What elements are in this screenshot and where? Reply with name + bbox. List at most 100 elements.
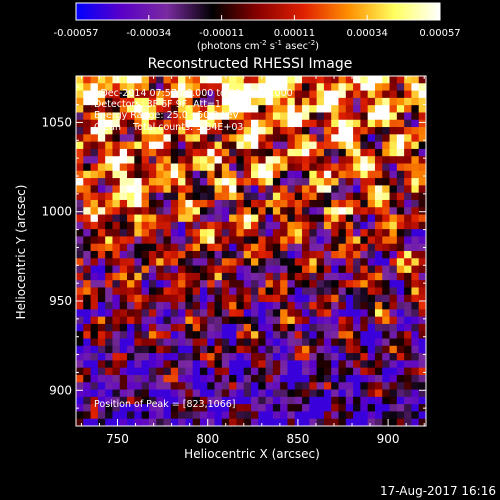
heatmap-cell (221, 199, 230, 208)
heatmap-cell (90, 309, 99, 318)
heatmap-cell (192, 353, 201, 361)
heatmap-cell (367, 214, 376, 223)
heatmap-cell (178, 221, 186, 230)
heatmap-cell (316, 316, 325, 325)
heatmap-cell (214, 243, 223, 252)
heatmap-cell (374, 192, 383, 201)
heatmap-cell (141, 389, 150, 398)
heatmap-cell (360, 156, 369, 164)
heatmap-cell (185, 360, 194, 369)
heatmap-cell (163, 236, 172, 245)
heatmap-cell (221, 367, 230, 376)
heatmap-cell (316, 141, 325, 150)
heatmap-cell (199, 265, 208, 274)
heatmap-cell (141, 229, 150, 237)
heatmap-cell (323, 389, 332, 398)
heatmap-cell (97, 287, 106, 296)
heatmap-cell (243, 170, 252, 179)
heatmap-cell (251, 207, 259, 215)
heatmap-cell (287, 141, 296, 150)
heatmap-cell (170, 323, 179, 332)
heatmap-cell (76, 163, 84, 172)
heatmap-cell (97, 127, 106, 135)
heatmap-cell (331, 323, 339, 332)
heatmap-cell (105, 148, 113, 157)
heatmap-cell (294, 367, 303, 376)
heatmap-cell (265, 302, 274, 310)
heatmap-cell (323, 185, 332, 194)
heatmap-cell (229, 389, 237, 398)
heatmap-cell (338, 243, 347, 252)
heatmap-cell (316, 90, 325, 99)
heatmap-cell (374, 316, 383, 325)
heatmap-cell (316, 389, 325, 398)
heatmap-cell (236, 207, 245, 215)
heatmap-cell (374, 214, 383, 223)
heatmap-cell (382, 389, 390, 398)
heatmap-cell (156, 411, 164, 420)
heatmap-cell (127, 404, 135, 412)
heatmap-cell (170, 221, 179, 230)
heatmap-cell (302, 353, 310, 361)
heatmap-cell (265, 199, 274, 208)
heatmap-cell (185, 389, 194, 398)
heatmap-cell (287, 353, 296, 361)
heatmap-cell (170, 389, 179, 398)
heatmap-cell (105, 141, 113, 150)
heatmap-cell (374, 221, 383, 230)
heatmap-cell (265, 105, 274, 113)
heatmap-cell (134, 323, 143, 332)
heatmap-cell (141, 411, 150, 420)
heatmap-cell (280, 170, 288, 179)
heatmap-cell (141, 83, 150, 91)
heatmap-cell (302, 418, 310, 426)
heatmap-cell (316, 170, 325, 179)
heatmap-cell (367, 192, 376, 201)
heatmap-cell (280, 236, 288, 245)
heatmap-cell (338, 141, 347, 150)
heatmap-cell (272, 258, 281, 266)
heatmap-cell (163, 272, 172, 281)
heatmap-cell (396, 323, 405, 332)
heatmap-cell (374, 374, 383, 383)
heatmap-cell (331, 127, 339, 135)
heatmap-cell (345, 309, 354, 318)
heatmap-cell (389, 90, 398, 99)
heatmap-cell (258, 302, 266, 310)
heatmap-cell (345, 374, 354, 383)
heatmap-cell (396, 374, 405, 383)
colorbar-label: (photons cm-2 s-1 asec-2) (197, 39, 319, 52)
heatmap-cell (287, 367, 296, 376)
heatmap-cell (192, 396, 201, 405)
heatmap-cell (83, 243, 91, 252)
heatmap-cell (83, 199, 91, 208)
heatmap-cell (199, 389, 208, 398)
heatmap-cell (353, 323, 361, 332)
heatmap-cell (338, 119, 347, 128)
heatmap-cell (185, 134, 194, 143)
heatmap-cell (382, 127, 390, 135)
heatmap-cell (185, 367, 194, 376)
colorbar-ticks: -0.00057 -0.00034 -0.00011 0.00011 0.00034 0.… (54, 15, 461, 39)
heatmap-cell (163, 76, 172, 84)
heatmap-cell (323, 258, 332, 266)
heatmap-cell (97, 112, 106, 121)
heatmap-cell (229, 229, 237, 237)
heatmap-cell (338, 199, 347, 208)
heatmap-cell (258, 287, 266, 296)
heatmap-cell (127, 236, 135, 245)
heatmap-cell (76, 97, 84, 106)
heatmap-cell (360, 221, 369, 230)
heatmap-cell (243, 360, 252, 369)
heatmap-cell (331, 280, 339, 288)
heatmap-cell (127, 265, 135, 274)
heatmap-cell (287, 280, 296, 288)
heatmap-cell (331, 418, 339, 426)
heatmap-cell (374, 178, 383, 186)
heatmap-cell (374, 331, 383, 339)
heatmap-cell (236, 309, 245, 318)
heatmap-cell (112, 112, 121, 121)
heatmap-cell (302, 236, 310, 245)
heatmap-cell (90, 134, 99, 143)
heatmap-cell (229, 90, 237, 99)
